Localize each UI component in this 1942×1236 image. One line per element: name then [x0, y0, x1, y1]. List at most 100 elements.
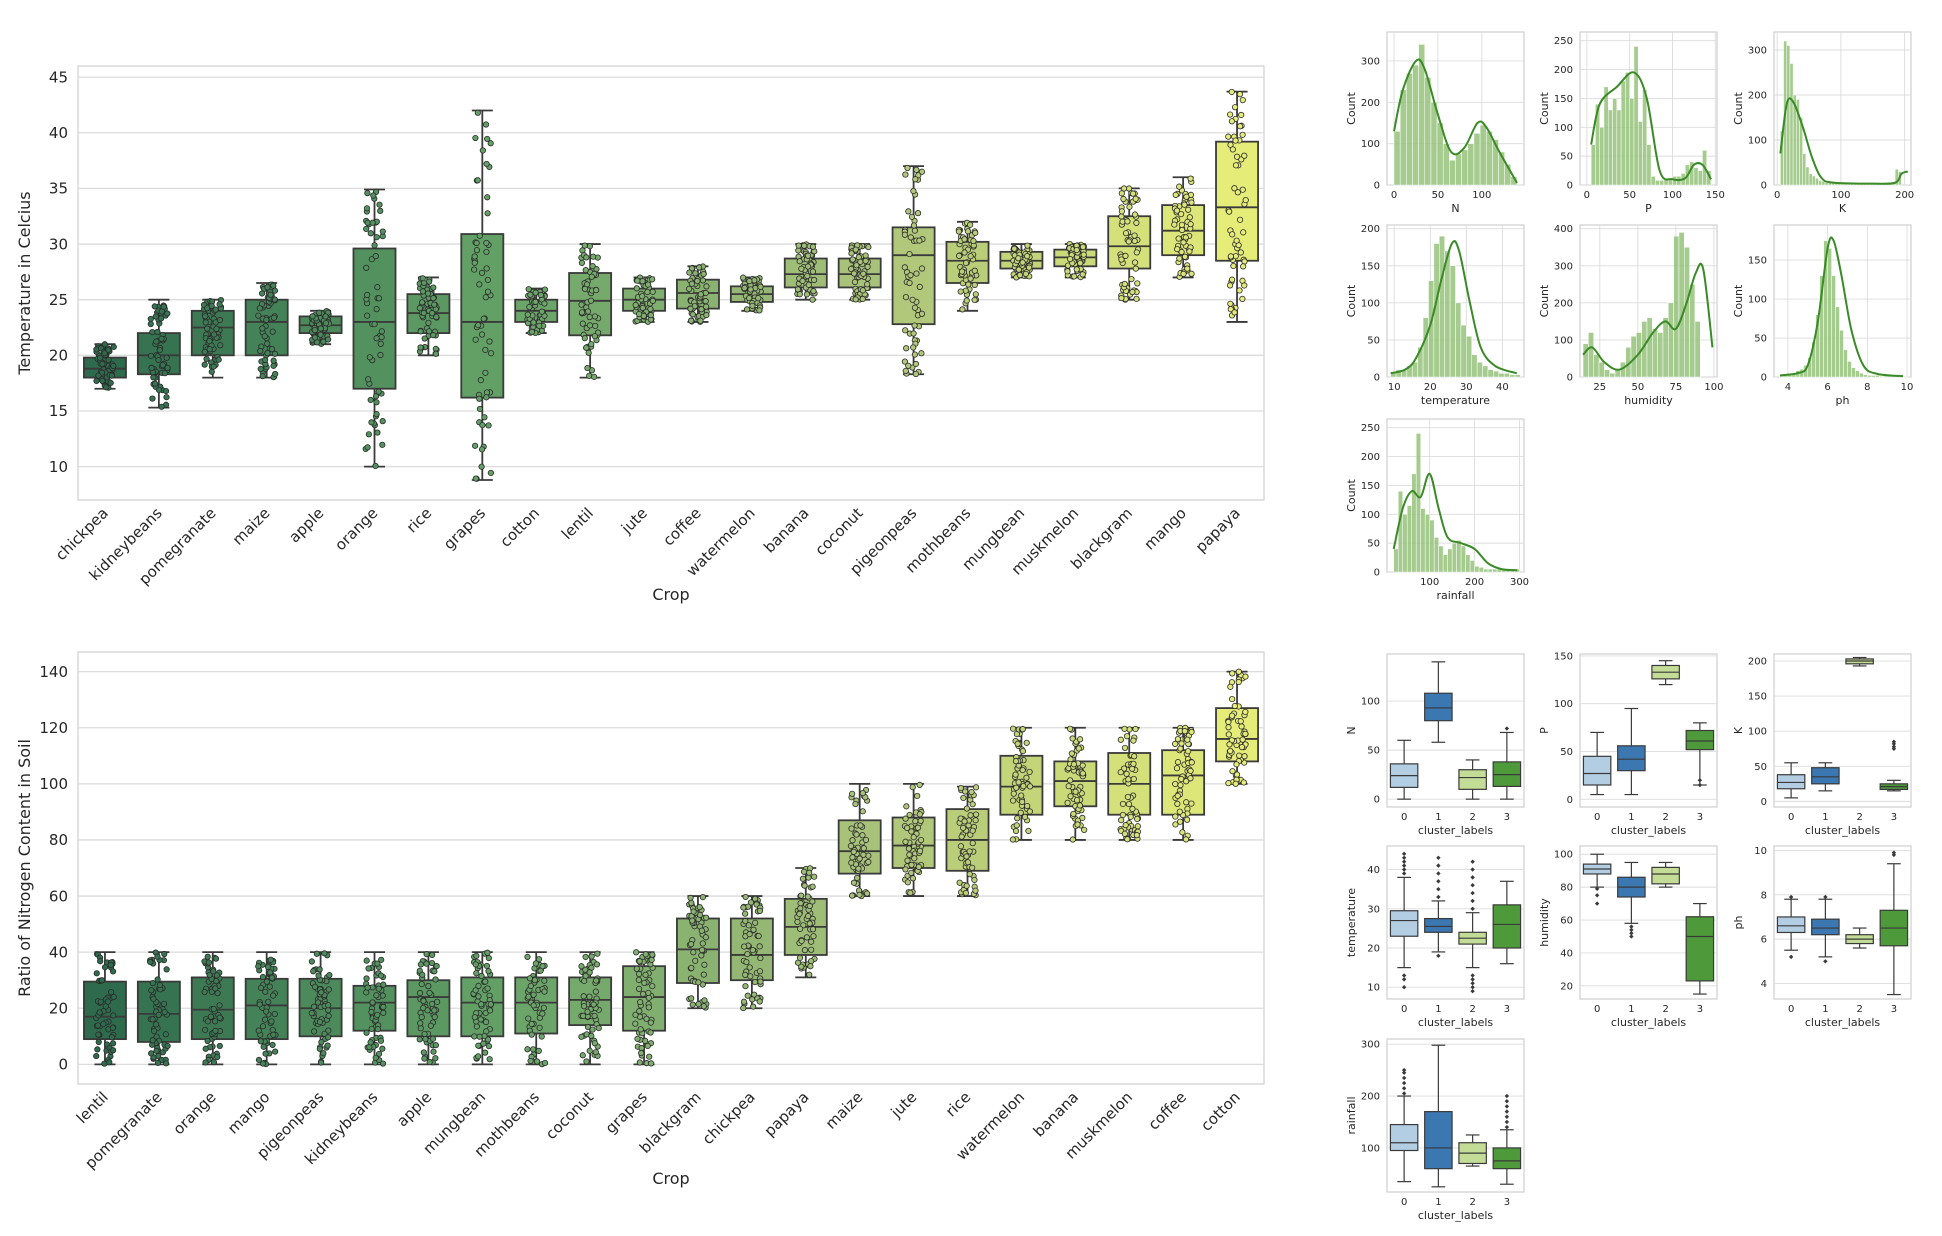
- strip-point: [1176, 183, 1183, 190]
- hist-bar: [1439, 235, 1445, 378]
- strip-point: [148, 1050, 155, 1057]
- strip-point: [918, 265, 926, 272]
- strip-point: [1225, 718, 1232, 726]
- strip-point: [474, 177, 481, 184]
- box-iqr: [1685, 916, 1715, 982]
- strip-point: [149, 979, 156, 987]
- strip-point: [204, 953, 211, 960]
- strip-point: [419, 299, 426, 306]
- strip-point: [1067, 777, 1074, 784]
- x-tick-label: banana: [1030, 1088, 1082, 1140]
- y-tick-label: 150: [1361, 481, 1380, 492]
- hist-bar: [1629, 98, 1635, 186]
- strip-point: [263, 1008, 270, 1015]
- strip-point: [216, 1042, 223, 1050]
- strip-point: [263, 978, 271, 985]
- strip-point: [530, 1046, 537, 1053]
- strip-point: [147, 315, 154, 323]
- strip-point: [859, 287, 866, 294]
- strip-point: [485, 968, 492, 975]
- strip-point: [377, 340, 384, 347]
- strip-point: [271, 287, 279, 294]
- hist-bar: [1603, 86, 1609, 186]
- strip-point: [849, 892, 856, 899]
- hist-bar: [1902, 375, 1908, 378]
- strip-point: [373, 335, 380, 342]
- strip-point: [1072, 788, 1079, 795]
- hist-bar: [1673, 235, 1680, 378]
- x-tick-label: 0: [1774, 190, 1780, 201]
- strip-point: [917, 836, 925, 844]
- strip-point: [264, 340, 271, 347]
- strip-point: [429, 310, 436, 317]
- box-blackgram: [1107, 185, 1152, 303]
- strip-point: [742, 918, 749, 925]
- strip-point: [202, 313, 209, 320]
- strip-point: [968, 788, 975, 796]
- y-tick-label: 250: [1554, 36, 1573, 47]
- y-tick-label: 20: [49, 1000, 68, 1018]
- strip-point: [110, 1012, 117, 1019]
- strip-point: [1235, 678, 1242, 686]
- strip-point: [750, 926, 757, 933]
- strip-point: [164, 1042, 171, 1050]
- strip-point: [151, 303, 158, 310]
- strip-point: [213, 325, 220, 332]
- strip-point: [154, 1059, 162, 1066]
- box-maize: [244, 281, 289, 381]
- strip-point: [417, 328, 424, 335]
- x-tick-label: 6: [1824, 382, 1830, 393]
- strip-point: [270, 1031, 277, 1038]
- strip-point: [1241, 282, 1248, 289]
- strip-point: [803, 934, 810, 941]
- hist-bar: [1420, 508, 1426, 573]
- strip-point: [207, 1013, 214, 1020]
- strip-point: [592, 322, 599, 330]
- strip-point: [256, 1001, 263, 1008]
- outlier-point: [1401, 859, 1407, 864]
- strip-point: [364, 190, 371, 197]
- strip-point: [537, 967, 544, 974]
- strip-point: [1225, 731, 1232, 738]
- strip-point: [149, 395, 156, 402]
- strip-point: [484, 276, 492, 284]
- hist-bar: [1847, 361, 1852, 378]
- x-tick-label: apple: [393, 1088, 435, 1130]
- strip-point: [586, 322, 594, 329]
- y-tick-label: 20: [1560, 981, 1573, 992]
- strip-point: [903, 824, 911, 832]
- hist-bar: [1612, 98, 1618, 186]
- strip-point: [1237, 123, 1244, 130]
- strip-point: [847, 842, 855, 850]
- strip-point: [379, 1045, 386, 1052]
- strip-point: [696, 904, 703, 911]
- strip-point: [268, 974, 276, 981]
- strip-point: [1079, 814, 1086, 821]
- x-tick-label: coffee: [659, 504, 704, 549]
- hist-bar: [1827, 248, 1832, 378]
- strip-point: [1015, 779, 1022, 786]
- y-tick-label: 100: [1361, 139, 1380, 150]
- strip-point: [433, 313, 440, 321]
- strip-point: [1125, 800, 1133, 808]
- strip-point: [1184, 816, 1191, 823]
- strip-point: [1009, 836, 1016, 843]
- strip-point: [639, 278, 646, 285]
- strip-point: [487, 140, 494, 147]
- strip-point: [378, 972, 385, 979]
- strip-point: [528, 328, 536, 336]
- kde-line: [1779, 97, 1909, 185]
- strip-point: [150, 374, 157, 381]
- strip-point: [688, 899, 695, 907]
- strip-point: [907, 272, 914, 279]
- cluster-box-1: [1811, 898, 1840, 958]
- strip-point: [1121, 280, 1128, 288]
- strip-point: [595, 1024, 602, 1032]
- hist-bar: [1609, 373, 1616, 378]
- strip-point: [1014, 740, 1021, 747]
- strip-point: [155, 386, 163, 394]
- strip-point: [255, 312, 262, 319]
- strip-point: [635, 970, 643, 978]
- strip-point: [418, 1013, 425, 1021]
- strip-point: [917, 817, 924, 825]
